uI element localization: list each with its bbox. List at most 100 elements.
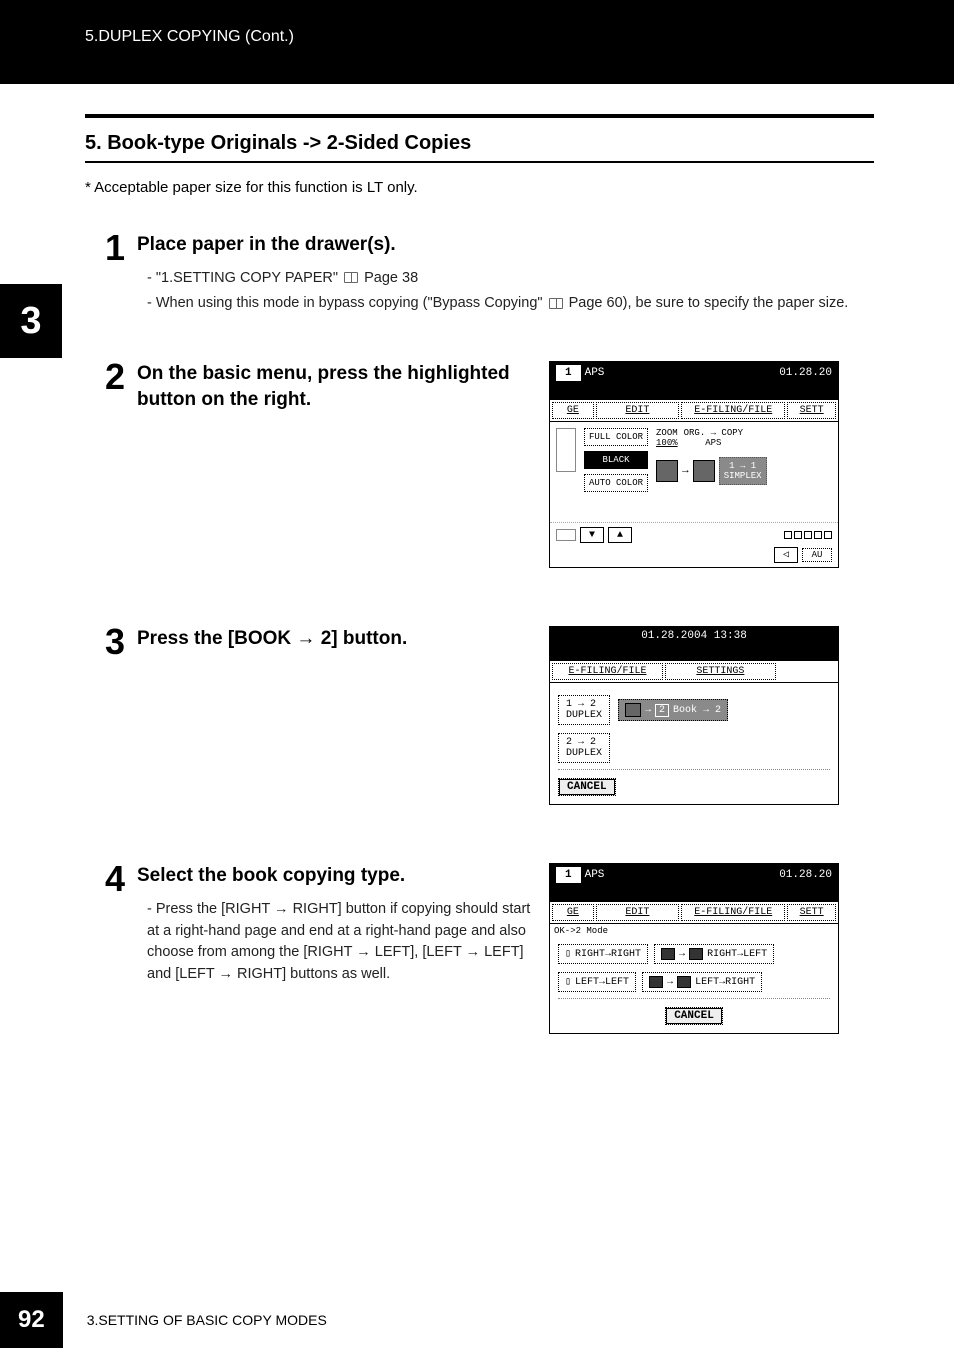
step-1-sub2-suffix: Page 60), be sure to specify the paper s… (569, 295, 849, 311)
screen-book-direction: 1 APS 01.28.20 GE EDIT E-FILING/FILE SET… (549, 863, 839, 1034)
up-button[interactable]: ▲ (608, 527, 632, 543)
step-1-sub1: - "1.SETTING COPY PAPER" Page 38 (147, 268, 874, 290)
page-number: 92 (0, 1292, 63, 1348)
tab-settings[interactable]: SETTINGS (665, 663, 776, 680)
section-note: * Acceptable paper size for this functio… (85, 179, 874, 196)
screen-topbar: 1 APS 01.28.20 (550, 362, 838, 384)
divider-thick (85, 114, 874, 118)
tray-icon (556, 428, 576, 472)
au-button[interactable]: AU (802, 548, 832, 562)
black-band (550, 384, 838, 400)
chapter-reference: 3.SETTING OF BASIC COPY MODES (87, 1312, 327, 1328)
screen-book-select: 01.28.2004 13:38 E-FILING/FILE SETTINGS … (549, 626, 839, 805)
tab-sett[interactable]: SETT (787, 402, 836, 419)
tab-row: GE EDIT E-FILING/FILE SETT (550, 902, 838, 924)
arrow-icon: → (679, 949, 685, 960)
step-1-title: Place paper in the drawer(s). (137, 232, 874, 258)
autocolor-button[interactable]: AUTO COLOR (584, 474, 648, 492)
down-button[interactable]: ▼ (580, 527, 604, 543)
step-1-sub1-suffix: Page 38 (364, 270, 418, 286)
dotted-divider (558, 769, 830, 770)
tab-row: E-FILING/FILE SETTINGS (550, 661, 838, 683)
cancel-button[interactable]: CANCEL (665, 1007, 723, 1025)
page-content: 5. Book-type Originals -> 2-Sided Copies… (0, 84, 954, 1034)
tab-ge[interactable]: GE (552, 402, 594, 419)
header-breadcrumb: 5.DUPLEX COPYING (Cont.) (0, 0, 954, 84)
page-icon (693, 460, 715, 482)
tab-edit[interactable]: EDIT (596, 904, 679, 921)
qty-display: 1 (556, 365, 581, 381)
step-4: 4 Select the book copying type. - Press … (85, 863, 874, 1034)
page-icon (656, 460, 678, 482)
book-open-icon (677, 976, 691, 988)
mode-label: OK->2 Mode (550, 924, 838, 938)
breadcrumb-text: 5.DUPLEX COPYING (Cont.) (85, 28, 294, 45)
book-icon (344, 272, 358, 283)
bottom-row: ▼ ▲ (550, 522, 838, 547)
screen-topbar: 1 APS 01.28.20 (550, 864, 838, 886)
book-icon: ▯ (565, 976, 571, 988)
simplex-button-highlighted[interactable]: 1 → 1 SIMPLEX (719, 457, 767, 485)
color-col: FULL COLOR BLACK AUTO COLOR (584, 428, 648, 516)
step-3: 3 Press the [BOOK → 2] button. 01.28.200… (85, 626, 874, 805)
book-open-icon (661, 948, 675, 960)
screen-panel: FULL COLOR BLACK AUTO COLOR ZOOM 100% OR… (550, 422, 838, 522)
black-band (550, 886, 838, 902)
screen-basic-menu: 1 APS 01.28.20 GE EDIT E-FILING/FILE SET… (549, 361, 839, 568)
book-open-icon (689, 948, 703, 960)
step-2: 2 On the basic menu, press the highlight… (85, 361, 874, 568)
tab-edit[interactable]: EDIT (596, 402, 679, 419)
simplex-label: SIMPLEX (724, 471, 762, 481)
zoom-label: ZOOM (656, 428, 678, 438)
book-open-icon (649, 976, 663, 988)
step-3-title: Press the [BOOK → 2] button. (137, 626, 537, 652)
aps-label: APS (585, 869, 605, 881)
tab-efiling[interactable]: E-FILING/FILE (552, 663, 663, 680)
tab-efiling[interactable]: E-FILING/FILE (681, 904, 785, 921)
book-2-label: Book → 2 (673, 705, 721, 716)
right-col: ZOOM 100% ORG. → COPY APS → (656, 428, 832, 516)
dotted-divider (558, 998, 830, 999)
step-1-sub2: - When using this mode in bypass copying… (147, 293, 874, 315)
duplex-1-2-button[interactable]: 1 → 2 DUPLEX (558, 695, 610, 725)
bottom-row-2: ◁ AU (550, 547, 838, 567)
book-icon (549, 298, 563, 309)
right-right-button[interactable]: ▯ RIGHT→RIGHT (558, 944, 648, 964)
page-2-icon: 2 (655, 704, 669, 717)
rr-label: RIGHT→RIGHT (575, 949, 641, 960)
step-4-sub: - Press the [RIGHT → RIGHT] button if co… (147, 899, 537, 986)
black-button[interactable]: BLACK (584, 451, 648, 469)
book-icon: ▯ (565, 948, 571, 960)
left-left-button[interactable]: ▯ LEFT→LEFT (558, 972, 636, 992)
tray-col (556, 428, 576, 516)
black-band (550, 645, 838, 661)
lr-label: LEFT→RIGHT (695, 977, 755, 988)
timestamp: 01.28.2004 13:38 (641, 630, 747, 642)
cancel-button[interactable]: CANCEL (558, 778, 616, 796)
right-left-button[interactable]: → RIGHT→LEFT (654, 944, 774, 964)
step-1: 1 Place paper in the drawer(s). - "1.SET… (85, 232, 874, 319)
tray-icon-small (556, 529, 576, 541)
step-2-number: 2 (97, 361, 125, 422)
left-right-button[interactable]: → LEFT→RIGHT (642, 972, 762, 992)
duplex-2-2-button[interactable]: 2 → 2 DUPLEX (558, 733, 610, 763)
timestamp: 01.28.20 (779, 869, 832, 881)
book-open-icon (625, 703, 641, 717)
left-density-button[interactable]: ◁ (774, 547, 798, 563)
section-title: 5. Book-type Originals -> 2-Sided Copies (85, 132, 874, 163)
screen-panel: ▯ RIGHT→RIGHT → RIGHT→LEFT ▯ (550, 938, 838, 1033)
tab-row: GE EDIT E-FILING/FILE SETT (550, 400, 838, 422)
step-1-sub2-prefix: - When using this mode in bypass copying… (147, 295, 547, 311)
simplex-top: 1 → 1 (724, 461, 762, 471)
arrow-icon: → (667, 977, 673, 988)
screen-topbar: 01.28.2004 13:38 (550, 627, 838, 645)
tab-sett[interactable]: SETT (787, 904, 836, 921)
tab-ge[interactable]: GE (552, 904, 594, 921)
tab-efiling[interactable]: E-FILING/FILE (681, 402, 785, 419)
aps-sub: APS (684, 438, 743, 448)
qty-display: 1 (556, 867, 581, 883)
fullcolor-button[interactable]: FULL COLOR (584, 428, 648, 446)
step-3-number: 3 (97, 626, 125, 662)
book-2-button-highlighted[interactable]: → 2 Book → 2 (618, 699, 728, 721)
rl-label: RIGHT→LEFT (707, 949, 767, 960)
